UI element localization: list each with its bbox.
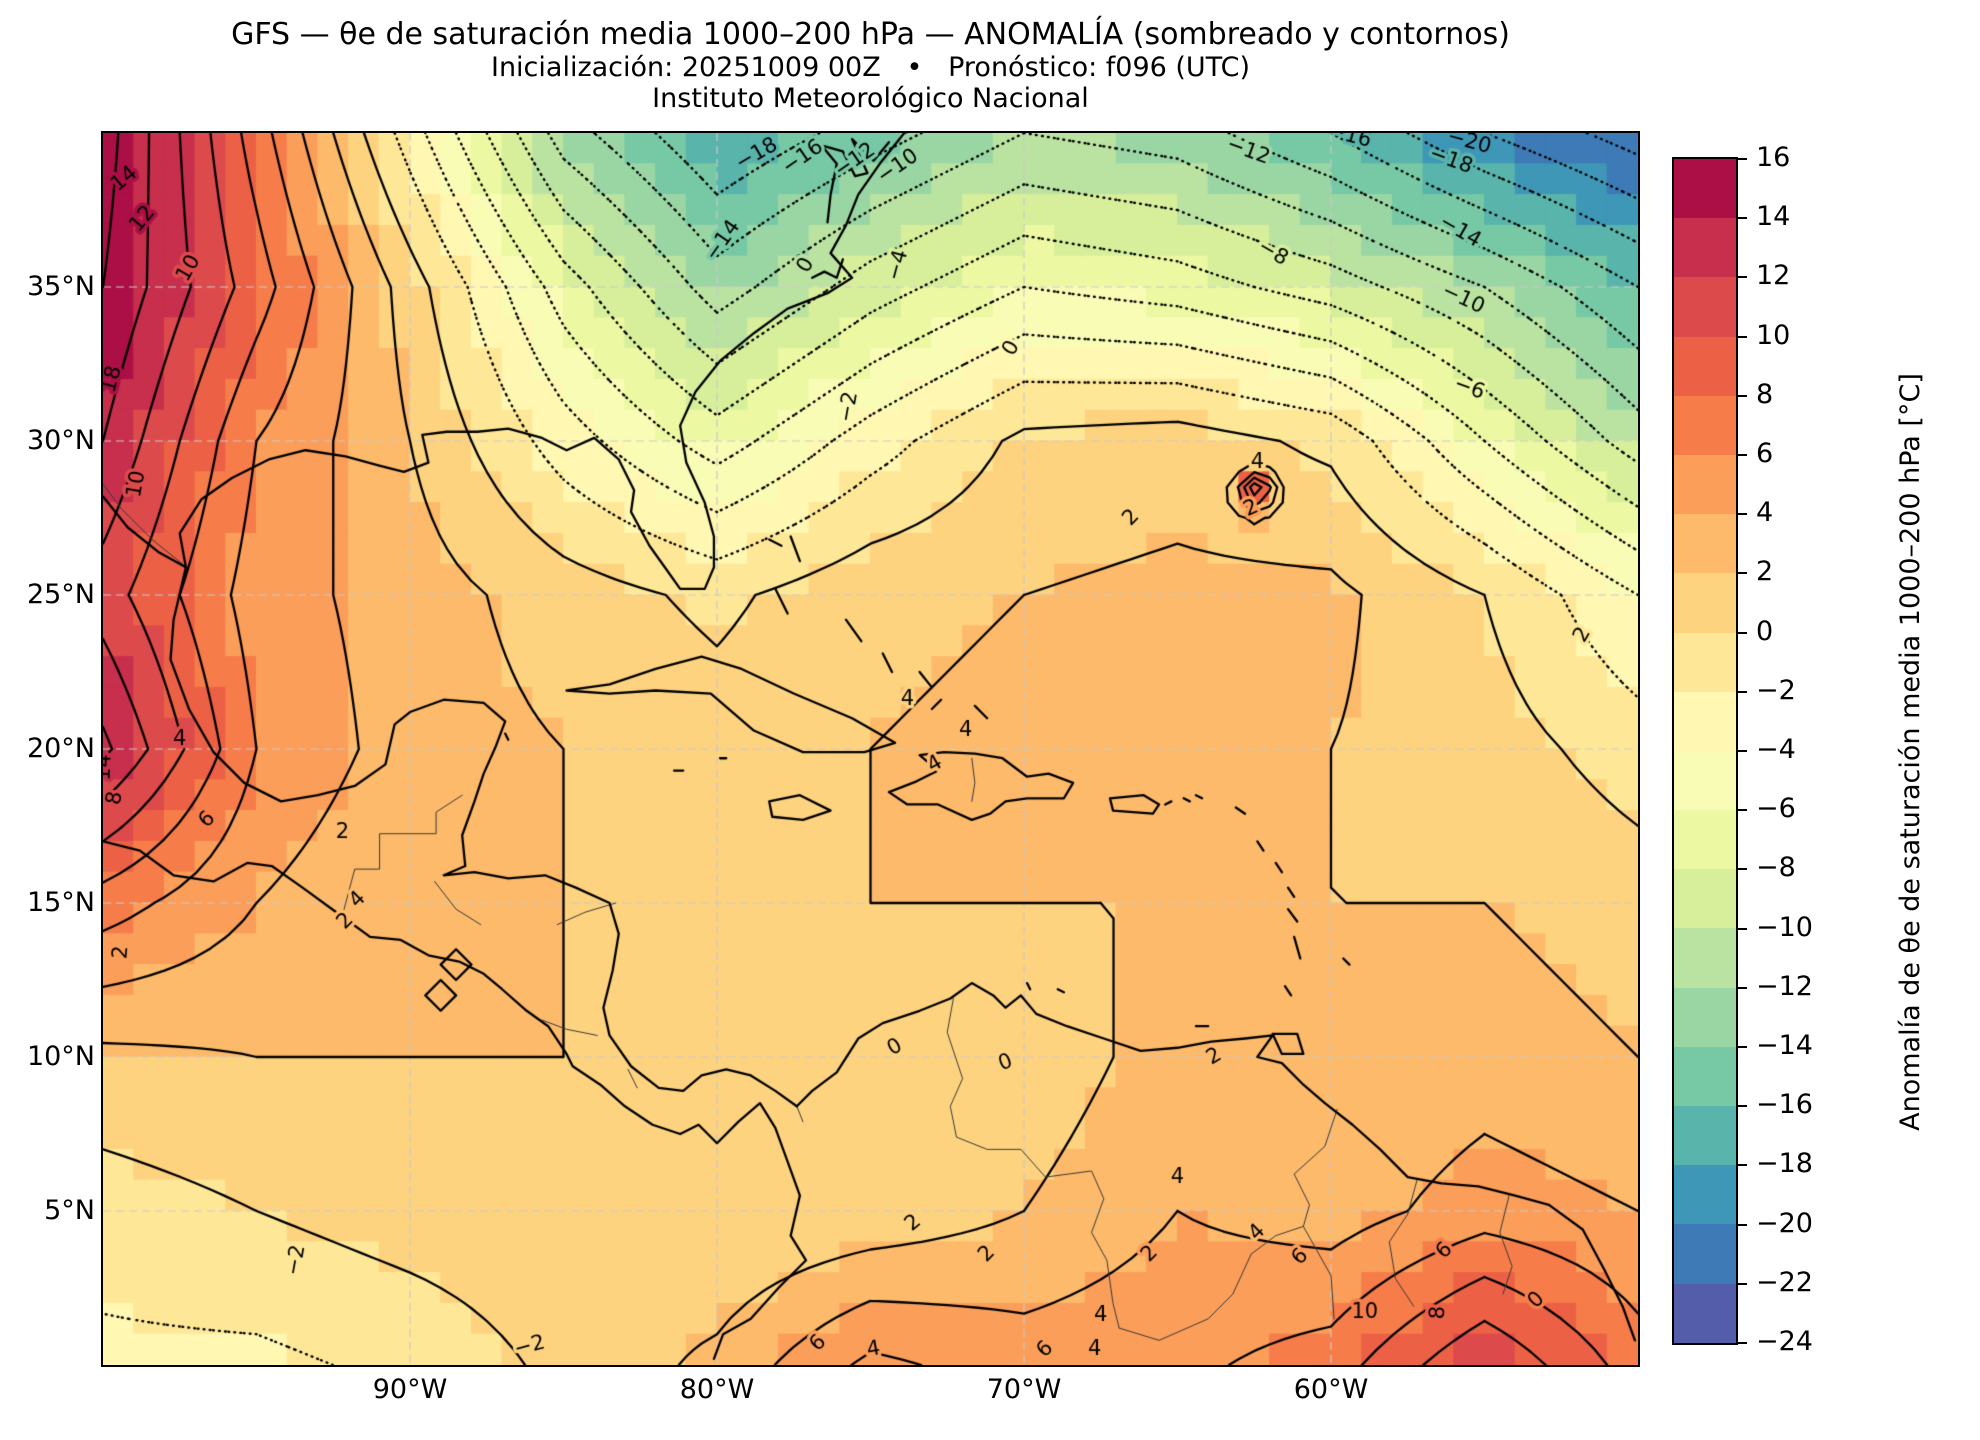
colorbar-band: [1674, 159, 1736, 219]
colorbar-tickmark: [1738, 1223, 1747, 1226]
colorbar-tickmark: [1738, 158, 1747, 160]
colorbar-tick-label: −20: [1756, 1207, 1813, 1239]
lat-tick-label: 5°N: [44, 1195, 95, 1226]
colorbar-tickmark: [1738, 690, 1747, 693]
colorbar-tick-label: 2: [1756, 556, 1774, 588]
colorbar-tick-label: −10: [1756, 911, 1813, 943]
colorbar-band: [1674, 1283, 1736, 1343]
colorbar-tick-label: −14: [1756, 1030, 1813, 1061]
colorbar-band: [1674, 750, 1736, 811]
colorbar-band: [1674, 1165, 1736, 1225]
colorbar-tickmark: [1738, 868, 1747, 871]
colorbar-tick-label: 16: [1756, 142, 1791, 173]
colorbar-band: [1674, 987, 1736, 1047]
colorbar-tickmark: [1738, 1342, 1747, 1344]
colorbar-tick-label: 4: [1756, 497, 1774, 529]
colorbar-band: [1674, 395, 1736, 455]
colorbar-band: [1674, 928, 1736, 988]
anomaly-map-canvas: [103, 133, 1638, 1365]
colorbar-band: [1674, 454, 1736, 515]
colorbar-tick-label: −22: [1756, 1266, 1813, 1298]
colorbar-tick-label: 12: [1756, 260, 1791, 292]
lon-tick-label: 80°W: [679, 1374, 755, 1405]
colorbar-tickmark: [1738, 1164, 1747, 1167]
colorbar-tick-label: −24: [1756, 1326, 1813, 1357]
map-plot-area: [101, 131, 1640, 1367]
colorbar-tickmark: [1738, 927, 1747, 930]
lon-tick-label: 60°W: [1293, 1374, 1369, 1405]
colorbar-tick-label: −2: [1756, 674, 1796, 706]
colorbar-tickmark: [1738, 631, 1747, 634]
colorbar-tickmark: [1738, 454, 1747, 456]
lat-tick-label: 15°N: [26, 887, 95, 918]
colorbar: [1672, 157, 1738, 1345]
colorbar-tickmark: [1738, 809, 1747, 812]
lon-tick-label: 90°W: [372, 1374, 448, 1405]
colorbar-tickmark: [1738, 276, 1747, 279]
colorbar-tickmark: [1738, 335, 1747, 338]
colorbar-tickmark: [1738, 513, 1747, 516]
colorbar-tickmark: [1738, 1046, 1747, 1048]
colorbar-band: [1674, 514, 1736, 574]
colorbar-tick-label: −16: [1756, 1089, 1813, 1121]
chart-subtitle: Inicialización: 20251009 00Z • Pronóstic…: [490, 52, 1250, 83]
colorbar-tickmark: [1738, 217, 1747, 220]
colorbar-tickmark: [1738, 572, 1747, 575]
colorbar-tick-label: −6: [1756, 793, 1796, 825]
lat-tick-label: 10°N: [26, 1041, 95, 1072]
colorbar-tickmark: [1738, 986, 1747, 989]
lon-tick-label: 70°W: [986, 1374, 1062, 1405]
colorbar-band: [1674, 277, 1736, 337]
lat-tick-label: 25°N: [26, 579, 95, 610]
colorbar-tick-label: 8: [1756, 378, 1774, 410]
colorbar-band: [1674, 691, 1736, 751]
colorbar-tick-label: −12: [1756, 970, 1813, 1002]
chart-institution: Instituto Meteorológico Nacional: [652, 83, 1089, 114]
colorbar-band: [1674, 632, 1736, 692]
chart-title: GFS — θe de saturación media 1000–200 hP…: [231, 17, 1510, 52]
colorbar-band: [1674, 810, 1736, 870]
colorbar-band: [1674, 1224, 1736, 1284]
colorbar-tick-label: −8: [1756, 852, 1796, 884]
colorbar-tick-label: 14: [1756, 201, 1791, 233]
lat-tick-label: 35°N: [26, 271, 95, 302]
lat-tick-label: 20°N: [26, 733, 95, 764]
colorbar-tick-label: −4: [1756, 734, 1796, 765]
colorbar-band: [1674, 869, 1736, 929]
colorbar-tickmark: [1738, 750, 1747, 752]
colorbar-band: [1674, 1106, 1736, 1166]
colorbar-tickmark: [1738, 1282, 1747, 1285]
lat-tick-label: 30°N: [26, 425, 95, 456]
colorbar-band: [1674, 573, 1736, 633]
colorbar-tick-label: −18: [1756, 1148, 1813, 1180]
colorbar-tick-label: 6: [1756, 438, 1774, 469]
colorbar-tick-label: 10: [1756, 319, 1791, 351]
colorbar-band: [1674, 1046, 1736, 1106]
colorbar-band: [1674, 336, 1736, 396]
colorbar-tickmark: [1738, 394, 1747, 397]
colorbar-tick-label: 0: [1756, 615, 1774, 647]
colorbar-tickmark: [1738, 1105, 1747, 1108]
colorbar-label: Anomalía de θe de saturación media 1000–…: [1895, 373, 1926, 1131]
colorbar-band: [1674, 218, 1736, 278]
